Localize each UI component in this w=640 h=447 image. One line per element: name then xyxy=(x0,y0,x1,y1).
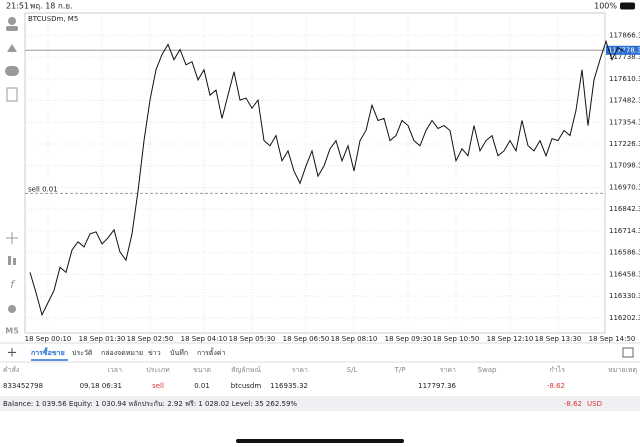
tab[interactable]: ประวัติ xyxy=(72,349,93,357)
y-tick-label: 116202.36 xyxy=(609,314,640,322)
trade-icon[interactable] xyxy=(7,44,17,52)
new-doc-icon[interactable] xyxy=(6,87,18,102)
panel-icon[interactable] xyxy=(622,347,634,358)
x-tick-label: 18 Sep 09:30 xyxy=(385,335,432,343)
crosshair-icon[interactable] xyxy=(6,232,18,244)
y-tick-label: 117098.36 xyxy=(609,162,640,170)
column-header: คำสั่ง xyxy=(3,365,19,374)
y-tick-label: 117610.36 xyxy=(609,75,640,83)
column-header: ราคา xyxy=(292,366,308,374)
summary-bar xyxy=(0,396,640,411)
y-tick-label: 116970.36 xyxy=(609,183,640,191)
cell: 0.01 xyxy=(194,382,210,390)
column-header: หมายเหตุ xyxy=(608,366,637,374)
account-icon-body xyxy=(6,26,18,31)
y-tick-label: 117354.36 xyxy=(609,118,640,126)
column-header: ขนาด xyxy=(193,366,211,374)
column-header: ราคา xyxy=(440,366,456,374)
candles-icon-b xyxy=(13,258,16,265)
cell: sell xyxy=(152,382,164,390)
cell: 117797.36 xyxy=(418,382,456,390)
y-tick-label: 117738.36 xyxy=(609,53,640,61)
y-tick-label: 116714.36 xyxy=(609,227,640,235)
chart: 117866.36 117738.36 117610.36 117482.36 1173… xyxy=(25,13,640,343)
tab[interactable]: ข่าว xyxy=(148,349,161,357)
x-tick-label: 18 Sep 00:10 xyxy=(25,335,72,343)
objects-icon[interactable] xyxy=(8,305,16,313)
x-tick-label: 18 Sep 12:10 xyxy=(487,335,534,343)
cell: 116935.32 xyxy=(270,382,308,390)
x-tick-label: 18 Sep 05:30 xyxy=(229,335,276,343)
candles-icon[interactable] xyxy=(8,256,11,265)
summary-text: Balance: 1 039.56 Equity: 1 030.94 หลักป… xyxy=(3,400,297,408)
x-tick-label: 18 Sep 06:50 xyxy=(283,335,330,343)
column-header: สัญลักษณ์ xyxy=(231,366,261,374)
add-button[interactable]: + xyxy=(7,346,18,361)
indicator-icon[interactable]: f xyxy=(10,278,16,291)
account-icon[interactable] xyxy=(8,17,16,25)
y-tick-label: 117482.36 xyxy=(609,97,640,105)
left-toolbar: f M5 xyxy=(5,17,19,336)
cell: 09.18 06:31 xyxy=(80,382,122,390)
x-tick-label: 18 Sep 10:50 xyxy=(433,335,480,343)
chart-title: BTCUSDm, M5 xyxy=(28,15,78,23)
x-tick-label: 18 Sep 04:10 xyxy=(181,335,228,343)
tab[interactable]: การตั้งค่า xyxy=(197,346,226,357)
price-line xyxy=(29,39,625,317)
x-tick-label: 18 Sep 13:30 xyxy=(535,335,582,343)
x-tick-label: 18 Sep 01:30 xyxy=(79,335,126,343)
y-tick-label: 116330.36 xyxy=(609,292,640,300)
cell: -8.62 xyxy=(547,382,565,390)
cell: 833452798 xyxy=(3,382,43,390)
column-header: ประเภท xyxy=(146,366,170,374)
current-price-label: 117778.36 xyxy=(608,46,640,54)
x-tick-label: 18 Sep 08:10 xyxy=(331,335,378,343)
x-tick-label: 18 Sep 02:50 xyxy=(127,335,174,343)
timeframe[interactable]: M5 xyxy=(5,327,19,336)
cell: btcusdm xyxy=(231,382,262,390)
y-tick-label: 116586.36 xyxy=(609,249,640,257)
column-header: กำไร xyxy=(550,365,566,374)
x-tick-label: 18 Sep 14:50 xyxy=(589,335,636,343)
column-header: S/L xyxy=(347,366,358,374)
date: พฤ. 18 ก.ย. xyxy=(30,2,73,11)
battery-text: 100% xyxy=(594,2,617,11)
chart-frame xyxy=(24,12,606,334)
tab[interactable]: กล่องจดหมาย xyxy=(101,349,143,357)
battery-icon xyxy=(620,2,635,10)
tab[interactable]: บันทึก xyxy=(170,348,188,357)
table: คำสั่ง เวลา ประเภท ขนาด สัญลักษณ์ ราคา S/L T/P ร… xyxy=(3,365,637,390)
column-header: Swap xyxy=(478,366,497,374)
tab[interactable]: การซื้อขาย xyxy=(31,346,65,357)
home-indicator xyxy=(236,439,404,443)
chat-icon[interactable] xyxy=(5,66,19,76)
y-tick-label: 116458.36 xyxy=(609,270,640,278)
clock: 21:51 xyxy=(6,2,29,11)
summary-profit: -8.62 xyxy=(564,400,582,408)
y-tick-label: 117866.36 xyxy=(609,31,640,39)
summary-currency: USD xyxy=(587,400,602,408)
order-label: sell 0.01 xyxy=(28,185,58,193)
tabs: การซื้อขาย ประวัติ กล่องจดหมาย ข่าว บันทึก กา… xyxy=(31,346,226,361)
column-header: T/P xyxy=(394,366,406,374)
y-tick-label: 116842.36 xyxy=(609,205,640,213)
y-tick-label: 117226.36 xyxy=(609,140,640,148)
column-header: เวลา xyxy=(107,366,122,374)
